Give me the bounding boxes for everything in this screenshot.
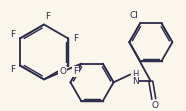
Text: F: F bbox=[45, 12, 50, 21]
Text: F: F bbox=[73, 34, 78, 43]
Text: N: N bbox=[132, 77, 139, 86]
Text: F: F bbox=[73, 67, 78, 76]
Text: O: O bbox=[59, 67, 66, 76]
Text: F: F bbox=[10, 65, 15, 74]
Text: F: F bbox=[10, 30, 15, 39]
Text: O: O bbox=[151, 101, 158, 110]
Text: Cl: Cl bbox=[130, 11, 139, 20]
Text: H: H bbox=[132, 70, 138, 79]
